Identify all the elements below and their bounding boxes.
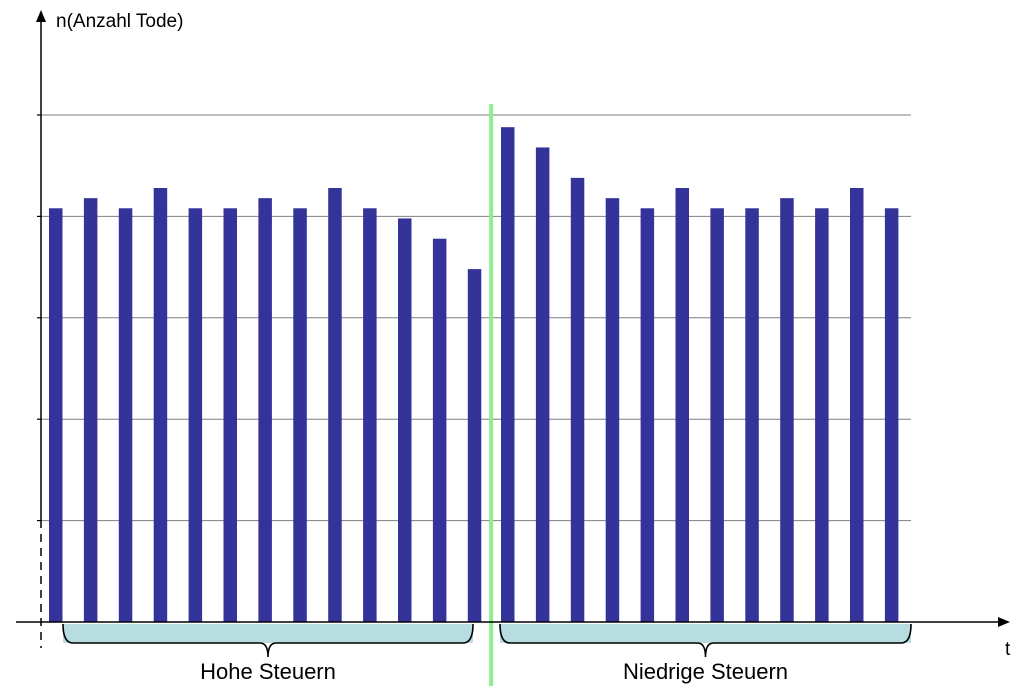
bar (258, 198, 272, 622)
bar (570, 177, 585, 623)
x-axis-label: t (1005, 639, 1011, 660)
bar (83, 198, 98, 622)
bars (49, 127, 899, 623)
bar (780, 198, 794, 622)
bar (188, 208, 203, 622)
group-label: Hohe Steuern (200, 659, 336, 684)
y-axis-arrow-icon (36, 10, 46, 22)
bar (49, 208, 63, 622)
bar (850, 188, 864, 622)
bar (710, 208, 724, 622)
bar (432, 238, 447, 622)
bar (118, 208, 133, 622)
group-bracket (62, 623, 474, 658)
bar (467, 269, 482, 622)
y-axis-label: n(Anzahl Tode) (56, 11, 183, 32)
bar (745, 208, 759, 622)
bar (398, 218, 412, 623)
group-bracket (499, 623, 912, 658)
bar (605, 198, 620, 622)
bar (328, 188, 342, 622)
bar (223, 208, 237, 622)
axes (16, 10, 1010, 648)
bracket-fill (500, 624, 911, 643)
group-labels: Hohe Steuern Niedrige Steuern (200, 659, 788, 684)
bar (815, 208, 829, 622)
bar (640, 208, 655, 622)
bar (363, 208, 377, 622)
group-label: Niedrige Steuern (623, 659, 788, 684)
bar (501, 127, 515, 622)
bar (535, 147, 550, 622)
bar (675, 188, 689, 622)
group-brackets (62, 623, 912, 658)
bar (884, 208, 899, 622)
bar (293, 208, 307, 622)
bracket-fill (63, 624, 473, 643)
x-axis-arrow-icon (998, 617, 1010, 627)
bar (153, 188, 168, 622)
